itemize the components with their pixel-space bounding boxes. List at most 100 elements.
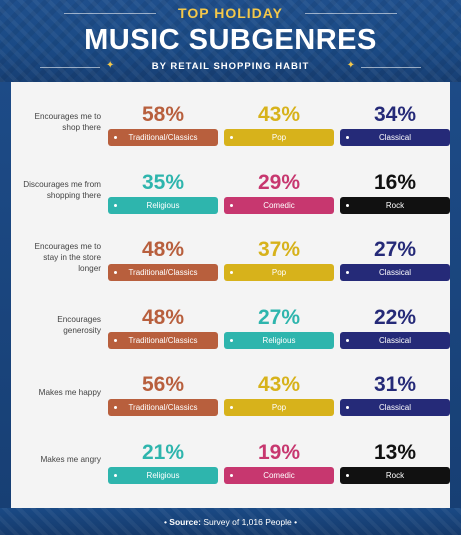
tag-dot (346, 406, 349, 409)
percent-value: 56% (141, 373, 185, 396)
genre-entry: 19% Comedic (224, 427, 334, 493)
habit-row: Encourages me to shop there 58% Traditiona… (11, 89, 450, 155)
genre-label: Religious (262, 335, 296, 345)
source-label: Source: (169, 517, 201, 527)
genre-label: Pop (271, 403, 287, 412)
habit-label: Encourages me to shop there (34, 112, 101, 132)
kicker-divider-right (305, 13, 397, 14)
percent-value: 21% (141, 440, 185, 464)
tag-dot (114, 271, 117, 274)
percent-value: 27% (257, 305, 301, 329)
footer-bullet: • (294, 517, 298, 527)
tag-dot (346, 338, 349, 342)
genre-tag: Classical (340, 264, 450, 281)
tag-dot (230, 473, 233, 477)
genre-label: Comedic (263, 200, 295, 210)
percent-value: 31% (373, 373, 417, 396)
percent-value: 22% (373, 305, 417, 329)
tag-dot (114, 203, 117, 207)
percent-value: 35% (141, 170, 185, 194)
genre-label: Rock (385, 470, 405, 480)
chart-panel (11, 82, 450, 508)
percent-value: 19% (257, 440, 301, 464)
genre-label: Comedic (263, 470, 295, 480)
kicker-text: TOP HOLIDAY (178, 5, 283, 21)
kicker-divider-left (64, 13, 156, 14)
percent-value: 48% (141, 305, 185, 329)
genre-tag: Rock (340, 196, 450, 214)
genre-entry: 16% Rock (340, 157, 450, 223)
genre-tag: Classical (340, 129, 450, 146)
genre-entry: 37% Pop (224, 224, 334, 290)
genre-entry: 48% Traditional/Classics (108, 224, 218, 290)
star-icon: ✦ (346, 60, 355, 71)
genre-label: Pop (271, 268, 287, 277)
star-icon: ✦ (106, 60, 115, 71)
tag-dot (230, 271, 233, 274)
frame-left (0, 82, 11, 508)
genre-tag: Traditional/Classics (108, 264, 218, 281)
genre-entry: 21% Religious (108, 427, 218, 493)
genre-tag: Classical (340, 399, 450, 416)
habit-row: Makes me happy 56% Traditional/Classics 43%… (11, 359, 450, 425)
genre-tag: Religious (108, 466, 218, 484)
kicker-row: TOP HOLIDAY (0, 5, 461, 21)
genre-tag: Classical (340, 331, 450, 349)
genre-entry: 27% Religious (224, 292, 334, 358)
genre-tag: Religious (224, 331, 334, 349)
genre-label: Traditional/Classics (128, 268, 198, 277)
genre-entry: 43% Pop (224, 89, 334, 155)
frame-right (450, 82, 461, 508)
tag-dot (230, 136, 233, 139)
genre-label: Classical (378, 403, 411, 412)
genre-label: Pop (271, 133, 287, 142)
tag-dot (230, 203, 233, 207)
tag-dot (230, 406, 233, 409)
genre-label: Classical (378, 335, 411, 345)
genre-tag: Traditional/Classics (108, 399, 218, 416)
habit-row: Encourages generosity 48% Traditional/Clas… (11, 292, 450, 358)
genre-entry: 31% Classical (340, 359, 450, 425)
habit-label: Encourages me to stay in the store longe… (34, 241, 101, 273)
header-banner: TOP HOLIDAY MUSIC SUBGENRES ✦ BY RETAIL … (0, 0, 461, 82)
habit-label: Discourages me from shopping there (23, 179, 101, 200)
genre-entry: 35% Religious (108, 157, 218, 223)
genre-tag: Rock (340, 466, 450, 484)
percent-value: 58% (141, 103, 185, 126)
genre-entry: 27% Classical (340, 224, 450, 290)
percent-value: 48% (141, 238, 185, 261)
genre-tag: Religious (108, 196, 218, 214)
subtitle-row: ✦ BY RETAIL SHOPPING HABIT ✦ (0, 60, 461, 74)
genre-label: Religious (146, 200, 180, 210)
genre-entry: 13% Rock (340, 427, 450, 493)
percent-value: 13% (373, 440, 417, 464)
genre-label: Classical (378, 268, 411, 277)
tag-dot (346, 136, 349, 139)
tag-dot (346, 203, 349, 207)
habit-label: Encourages generosity (57, 314, 101, 335)
tag-dot (114, 473, 117, 477)
genre-entry: 56% Traditional/Classics (108, 359, 218, 425)
genre-tag: Comedic (224, 196, 334, 214)
subtitle-divider-right (361, 67, 421, 68)
footer: • Source: Survey of 1,016 People • (0, 508, 461, 535)
genre-entry: 48% Traditional/Classics (108, 292, 218, 358)
genre-entry: 29% Comedic (224, 157, 334, 223)
genre-tag: Pop (224, 264, 334, 281)
tag-dot (114, 406, 117, 409)
genre-tag: Traditional/Classics (108, 331, 218, 349)
genre-label: Religious (146, 470, 180, 480)
page-title: MUSIC SUBGENRES (84, 24, 377, 56)
percent-value: 43% (257, 373, 301, 396)
percent-value: 27% (373, 238, 417, 261)
footer-bullet: • (163, 517, 167, 527)
habit-row: Discourages me from shopping there 35% Rel… (11, 157, 450, 223)
genre-tag: Traditional/Classics (108, 129, 218, 146)
subtitle-divider-left (40, 67, 100, 68)
percent-value: 29% (257, 170, 301, 194)
percent-value: 37% (257, 238, 301, 261)
percent-value: 34% (373, 103, 417, 126)
genre-tag: Pop (224, 399, 334, 416)
genre-label: Rock (385, 200, 405, 210)
